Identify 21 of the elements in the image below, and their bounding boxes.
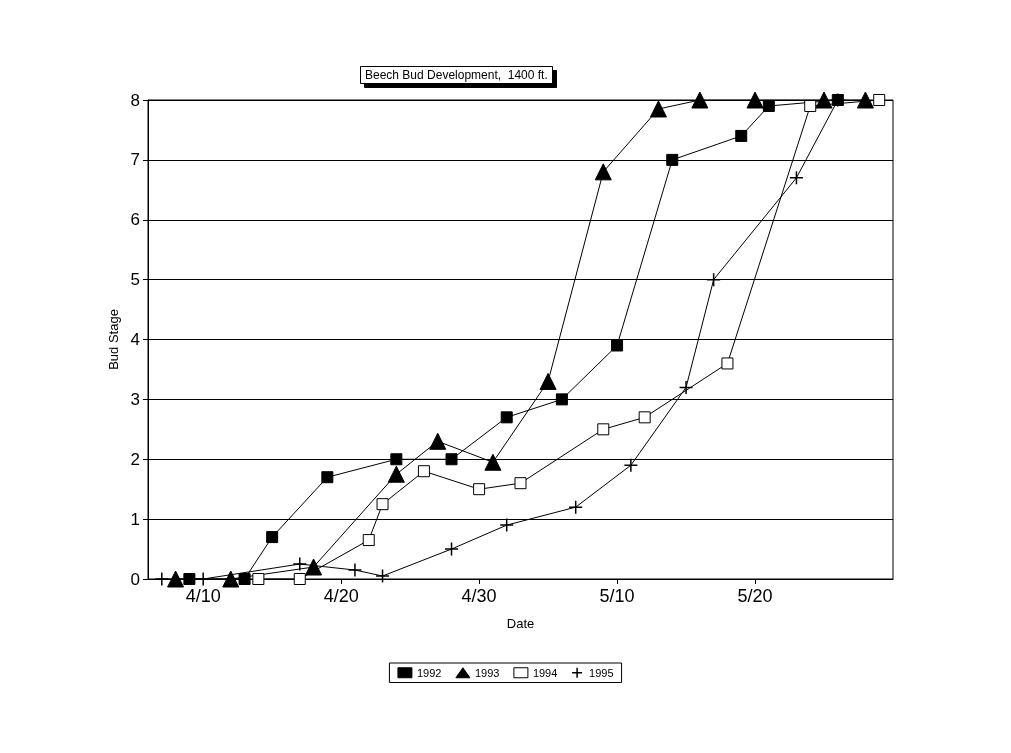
y-tick-label: 6 [130, 210, 140, 230]
y-tick-label: 8 [130, 90, 140, 110]
x-tick-label: 5/10 [599, 586, 635, 606]
y-tick-label: 1 [130, 509, 140, 529]
x-tick-label: 5/20 [737, 586, 773, 606]
y-tick-label: 7 [130, 150, 140, 170]
x-axis-title: Date [506, 616, 535, 631]
y-tick-label: 3 [130, 389, 140, 409]
legend-label: 1993 [474, 666, 500, 679]
y-tick-label: 5 [130, 270, 140, 290]
legend-label: 1994 [532, 666, 558, 679]
legend-label: 1992 [416, 666, 442, 679]
y-tick-label: 0 [130, 569, 140, 589]
y-tick-label: 4 [130, 330, 140, 349]
y-tick-label: 2 [130, 449, 140, 469]
chart-title: Beech Bud Development, 1400 ft. [365, 68, 548, 82]
x-tick-label: 4/10 [185, 586, 221, 606]
x-tick-label: 4/20 [323, 586, 359, 606]
legend-label: 1995 [589, 666, 614, 679]
x-tick-label: 4/30 [461, 586, 497, 606]
y-axis-title: Bud Stage [105, 309, 121, 370]
